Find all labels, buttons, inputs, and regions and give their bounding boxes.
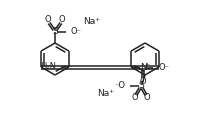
Text: O⁻: O⁻ xyxy=(71,27,82,37)
Text: Na⁺: Na⁺ xyxy=(97,90,113,98)
Text: Na⁺: Na⁺ xyxy=(83,18,100,26)
Text: S: S xyxy=(52,27,58,37)
Text: O: O xyxy=(58,15,65,24)
Text: ⁻O: ⁻O xyxy=(113,80,124,90)
Text: S: S xyxy=(137,82,143,91)
Text: O: O xyxy=(143,94,150,102)
Text: O: O xyxy=(131,94,138,102)
Text: O⁻: O⁻ xyxy=(157,63,168,72)
Text: O: O xyxy=(44,15,51,24)
Text: +: + xyxy=(143,63,149,68)
Text: O: O xyxy=(139,77,146,87)
Text: N: N xyxy=(139,64,146,72)
Text: H₂N: H₂N xyxy=(40,62,56,71)
